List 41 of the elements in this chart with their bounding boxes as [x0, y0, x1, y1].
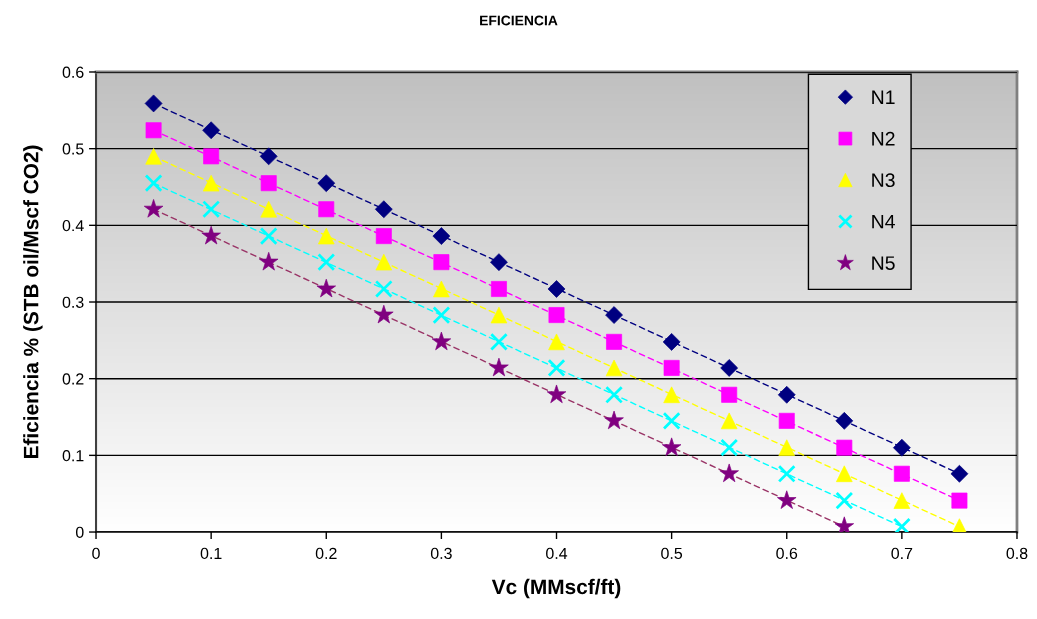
point	[777, 464, 796, 483]
y-tick-label: 0.6	[62, 66, 84, 78]
point	[720, 438, 739, 457]
y-axis-title: Eficiencia % (STB oil/Mscf CO2)	[23, 145, 43, 459]
point	[317, 253, 336, 272]
x-tick-label: 0.1	[200, 547, 222, 560]
point	[547, 358, 566, 377]
legend-label: N4	[872, 214, 895, 229]
y-tick-label: 0	[75, 526, 84, 538]
y-tick-label: 0.2	[62, 373, 84, 385]
point	[259, 227, 278, 246]
point	[835, 491, 854, 510]
point	[144, 174, 163, 193]
point	[778, 439, 796, 456]
point	[202, 200, 221, 219]
point	[374, 279, 393, 298]
x-axis-title: Vc (MMscf/ft)	[491, 578, 621, 599]
x-tick-label: 0.8	[1006, 547, 1028, 560]
x-tick-label: 0.6	[776, 547, 798, 560]
y-tick-label: 0.4	[62, 219, 84, 232]
point	[892, 517, 911, 533]
point	[662, 411, 681, 430]
y-tick-label: 0.3	[62, 296, 84, 308]
x-tick-label: 0.7	[891, 547, 913, 560]
legend-label: N3	[872, 173, 895, 188]
x-tick-label: 0.5	[661, 547, 683, 560]
point	[605, 385, 624, 404]
point	[893, 492, 911, 509]
legend-label: N5	[872, 256, 895, 270]
legend-label: N1	[872, 90, 895, 104]
y-tick-label: 0.5	[62, 143, 84, 155]
x-tick-label: 0.3	[430, 547, 452, 560]
x-tick-label: 0.2	[315, 547, 337, 560]
chart-title: EFICIENCIA	[480, 15, 558, 26]
point	[432, 306, 451, 325]
x-tick-label: 0.4	[546, 547, 568, 560]
legend-label: N2	[872, 131, 895, 146]
y-tick-label: 0.1	[62, 449, 84, 462]
x-tick-label: 0	[92, 547, 100, 560]
point	[489, 332, 508, 351]
point	[950, 464, 969, 483]
